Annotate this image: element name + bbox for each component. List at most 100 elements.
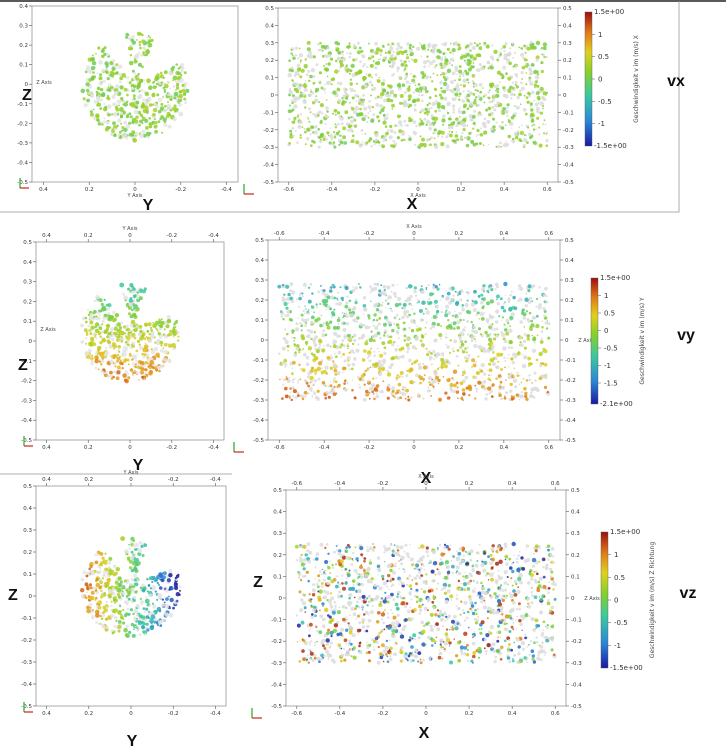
side-particle xyxy=(127,312,131,316)
side-particle xyxy=(165,588,170,593)
side-particle xyxy=(98,81,104,86)
front-particle xyxy=(339,286,342,289)
front-particle xyxy=(456,138,459,141)
front-particle xyxy=(429,383,432,387)
side-particle xyxy=(146,78,151,84)
front-particle xyxy=(456,320,461,325)
front-particle xyxy=(308,634,311,638)
front-particle xyxy=(372,60,375,63)
front-particle xyxy=(481,346,486,352)
side-particle xyxy=(111,569,115,573)
side-particle xyxy=(184,86,187,90)
front-particle xyxy=(342,321,345,323)
side-particle xyxy=(161,578,165,582)
side-y-tick-label: -0.2 xyxy=(17,121,28,127)
front-particle xyxy=(470,302,475,307)
front-particle xyxy=(393,316,396,319)
side-y-tick-label: 0.2 xyxy=(23,299,32,305)
front-particle xyxy=(346,343,350,346)
front-x-top-tick-label: -0.6 xyxy=(291,481,302,487)
front-particle xyxy=(450,599,453,601)
front-particle xyxy=(426,103,429,107)
colorbar-tick-label: -1 xyxy=(604,362,611,370)
side-particle xyxy=(124,549,129,554)
front-particle xyxy=(387,295,392,300)
front-particle xyxy=(319,41,322,45)
front-particle xyxy=(542,636,545,638)
front-particle xyxy=(396,42,400,46)
front-particle xyxy=(297,85,302,91)
front-particle xyxy=(284,365,287,368)
front-particle xyxy=(368,359,372,363)
front-particle xyxy=(433,370,438,375)
side-y-label: Y xyxy=(127,733,138,750)
front-particle xyxy=(442,106,446,110)
front-particle xyxy=(303,127,306,131)
front-particle xyxy=(290,299,295,304)
side-particle xyxy=(127,287,130,291)
side-particle xyxy=(177,67,180,70)
front-particle xyxy=(423,44,426,47)
front-particle xyxy=(532,114,536,117)
side-particle xyxy=(141,615,146,620)
front-particle xyxy=(434,120,436,122)
front-particle xyxy=(308,93,312,97)
side-particle xyxy=(88,69,93,75)
front-particle xyxy=(522,144,526,148)
front-particle xyxy=(543,119,546,122)
front-particle xyxy=(468,46,471,49)
front-z-tick-label-right: 0.3 xyxy=(563,41,572,47)
front-particle xyxy=(330,133,332,136)
front-particle xyxy=(531,63,535,67)
front-particle xyxy=(353,333,357,338)
front-particle xyxy=(377,359,382,364)
front-particle xyxy=(458,336,462,340)
front-particle xyxy=(286,297,290,302)
side-particle xyxy=(143,322,149,327)
front-particle xyxy=(475,135,478,137)
side-particle xyxy=(87,348,92,353)
front-particle xyxy=(462,117,467,122)
front-particle xyxy=(514,83,517,86)
front-particle xyxy=(402,306,407,310)
front-particle xyxy=(281,397,284,400)
front-particle xyxy=(424,374,426,376)
front-particle xyxy=(391,386,395,390)
front-particle xyxy=(418,121,420,124)
front-particle xyxy=(333,331,338,336)
front-particle xyxy=(351,288,356,293)
side-y-tick-label: 0 xyxy=(29,594,33,600)
front-particle xyxy=(542,97,547,102)
front-particle xyxy=(474,397,477,400)
front-particle xyxy=(439,299,442,302)
side-particle xyxy=(121,594,125,597)
side-particle xyxy=(134,542,139,548)
side-particle xyxy=(127,597,131,601)
front-particle xyxy=(429,292,434,297)
front-particle xyxy=(425,310,430,315)
front-particle xyxy=(317,145,321,149)
front-particle xyxy=(474,384,477,387)
front-particle xyxy=(499,353,503,357)
side-particle xyxy=(121,73,126,78)
front-particle xyxy=(440,87,443,90)
side-particle xyxy=(128,559,133,564)
front-particle xyxy=(519,343,524,348)
front-particle xyxy=(495,327,499,331)
front-particle xyxy=(451,564,455,569)
front-particle xyxy=(432,59,436,63)
side-particle xyxy=(129,102,135,107)
front-particle xyxy=(482,290,485,293)
front-particle xyxy=(352,286,354,288)
front-particle xyxy=(380,597,384,600)
front-particle xyxy=(419,381,422,385)
front-particle xyxy=(464,347,467,350)
front-particle xyxy=(434,116,439,121)
side-particle xyxy=(161,603,165,607)
front-particle xyxy=(386,396,390,400)
side-particle xyxy=(107,104,112,109)
side-particle xyxy=(103,46,107,50)
front-particle xyxy=(494,320,499,324)
front-particle xyxy=(310,320,314,325)
front-z-tick-label: 0.4 xyxy=(273,510,282,516)
